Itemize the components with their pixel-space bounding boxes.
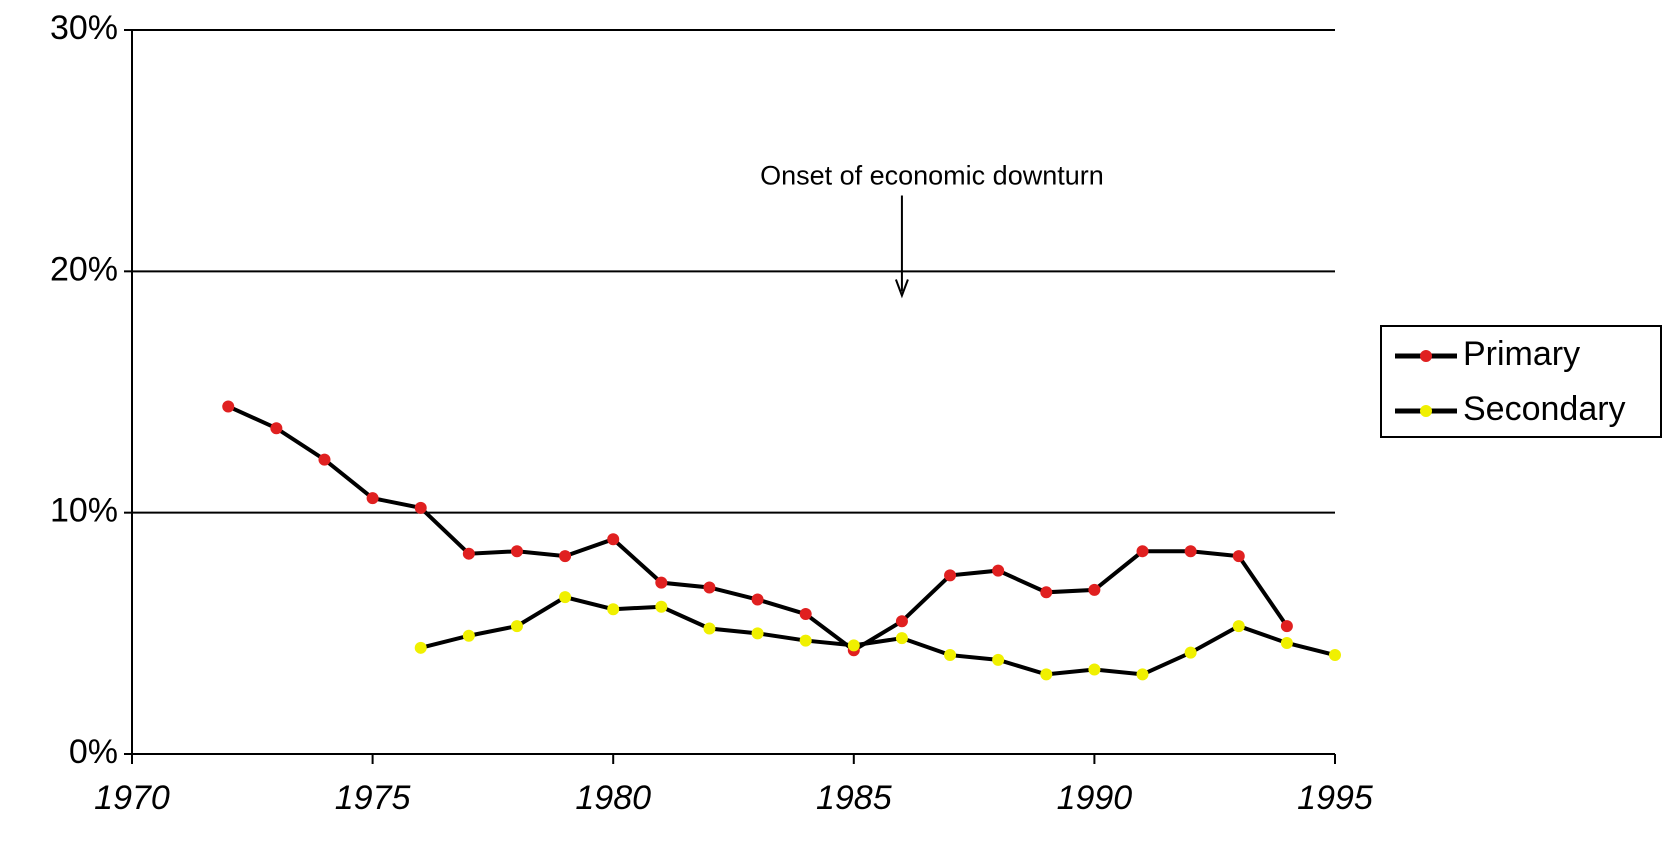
y-tick-label: 0% [69, 733, 118, 771]
marker [944, 649, 957, 662]
y-tick-label: 20% [50, 250, 118, 288]
marker [1088, 583, 1101, 596]
marker [607, 603, 620, 616]
marker [318, 453, 331, 466]
marker [655, 576, 668, 589]
marker [751, 627, 764, 640]
legend-marker [1420, 350, 1432, 362]
annotation: Onset of economic downturn [760, 161, 1104, 191]
marker [1040, 668, 1053, 681]
marker [1184, 545, 1197, 558]
marker [944, 569, 957, 582]
marker [462, 547, 475, 560]
marker [1088, 663, 1101, 676]
marker [462, 629, 475, 642]
y-tick-label: 10% [50, 492, 118, 530]
marker [895, 615, 908, 628]
marker [510, 545, 523, 558]
marker [1232, 620, 1245, 633]
marker [414, 641, 427, 654]
marker [1232, 550, 1245, 563]
marker [992, 564, 1005, 577]
marker [222, 400, 235, 413]
legend-box [1380, 325, 1662, 438]
marker [992, 653, 1005, 666]
y-tick-label: 30% [50, 9, 118, 47]
legend-label: Primary [1463, 335, 1580, 373]
marker [847, 639, 860, 652]
series-line [420, 594, 1336, 677]
x-tick-label: 1990 [1057, 779, 1133, 817]
x-tick-label: 1975 [335, 779, 411, 817]
marker [1040, 586, 1053, 599]
arrow-head [894, 279, 909, 299]
marker [1280, 620, 1293, 633]
x-tick-label: 1970 [94, 779, 170, 817]
x-tick-label: 1995 [1297, 779, 1373, 817]
marker [1184, 646, 1197, 659]
marker [1280, 636, 1293, 649]
marker [414, 501, 427, 514]
x-tick-label: 1985 [816, 779, 892, 817]
marker [703, 581, 716, 594]
marker [559, 550, 572, 563]
marker [799, 608, 812, 621]
legend-label: Secondary [1463, 390, 1626, 428]
marker [799, 634, 812, 647]
marker [270, 422, 283, 435]
x-tick-label: 1980 [575, 779, 651, 817]
marker [1329, 649, 1341, 662]
legend-marker [1420, 405, 1432, 417]
marker [1136, 668, 1149, 681]
marker [607, 533, 620, 546]
marker [559, 591, 572, 604]
series-line [227, 404, 1289, 653]
marker [1136, 545, 1149, 558]
marker [895, 632, 908, 645]
marker [751, 593, 764, 606]
marker [510, 620, 523, 633]
marker [703, 622, 716, 635]
marker [366, 492, 379, 505]
marker [655, 600, 668, 613]
